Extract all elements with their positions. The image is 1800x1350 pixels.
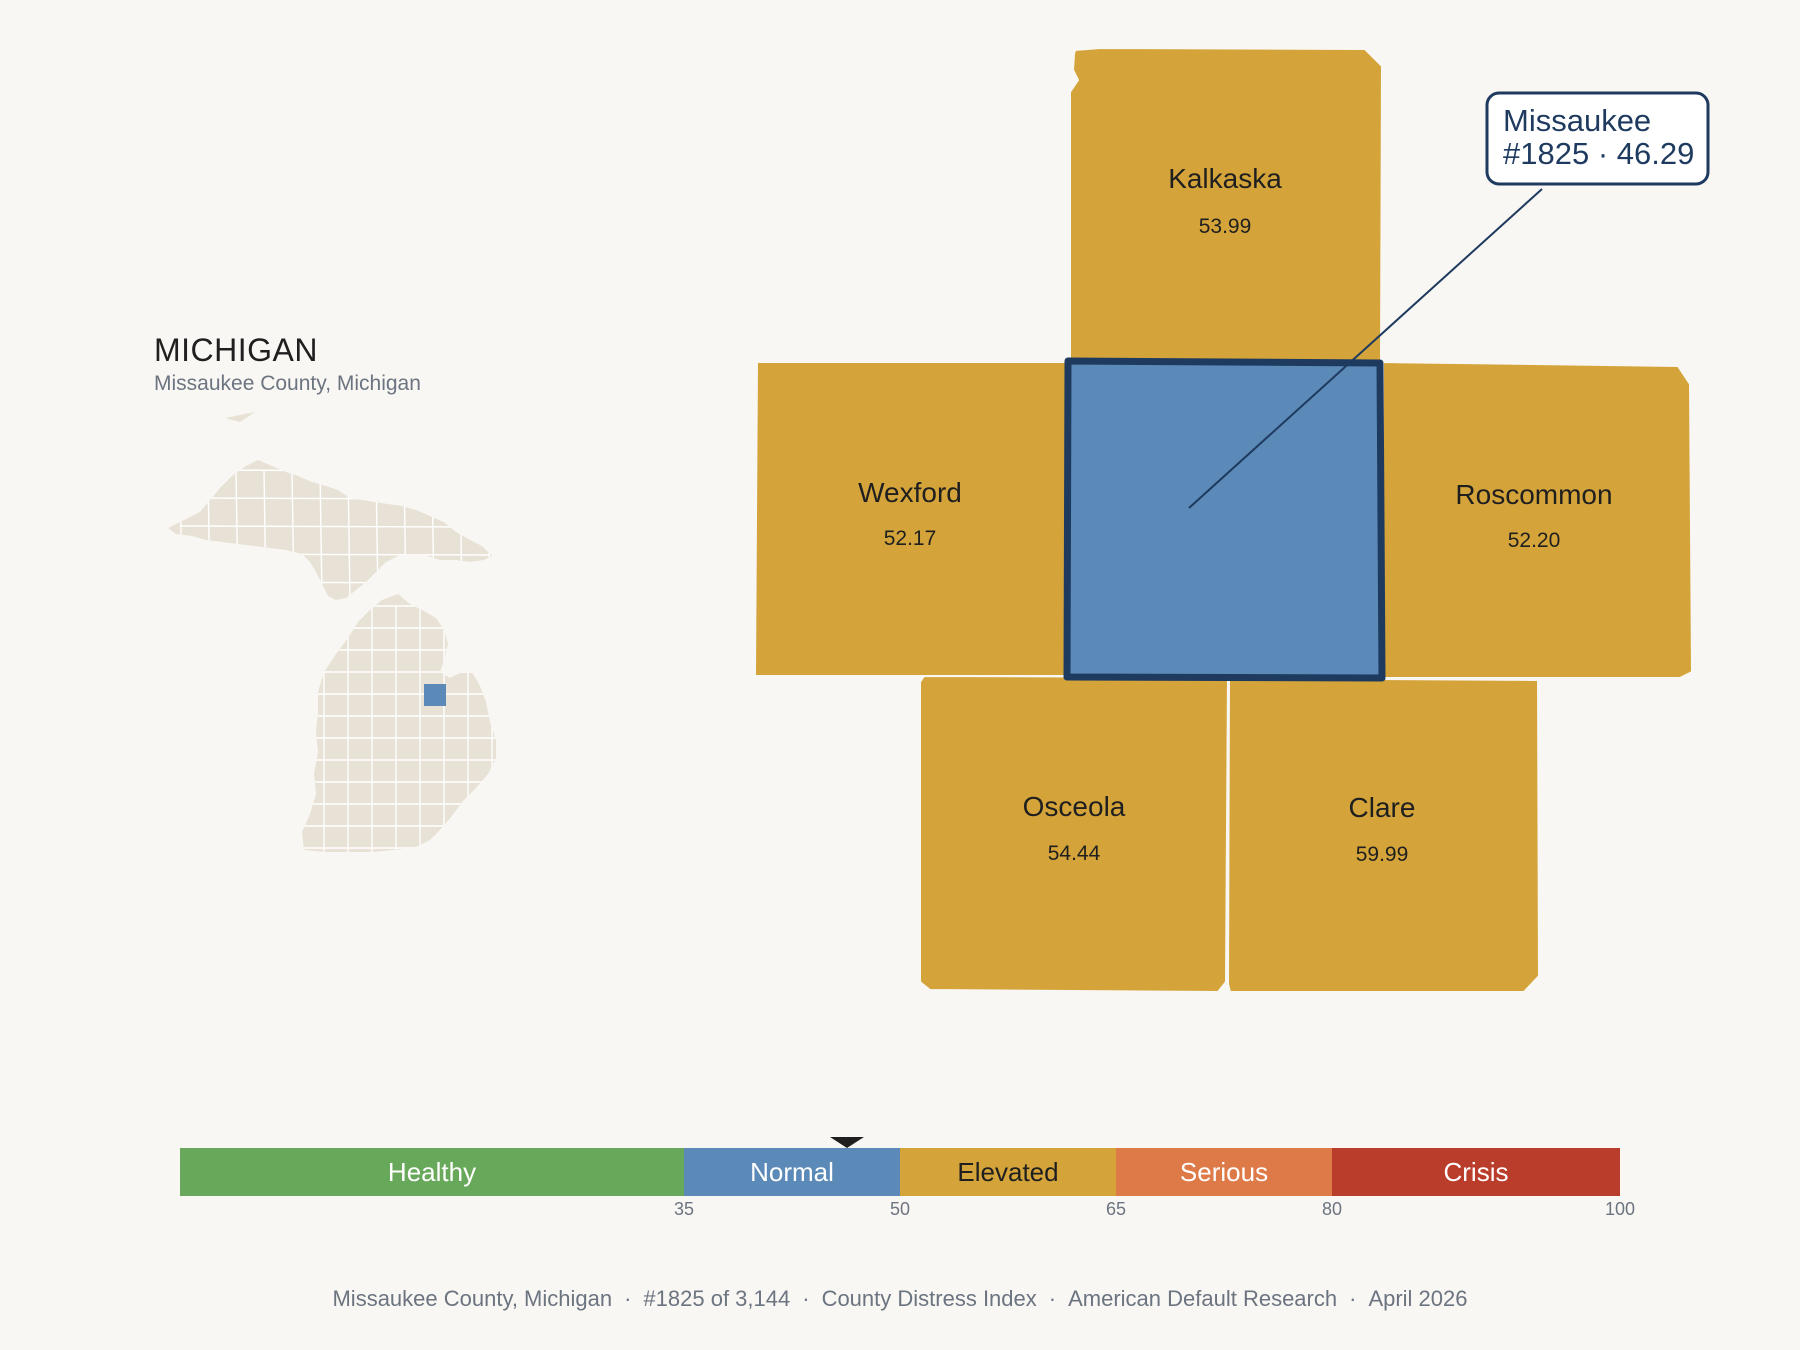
osceola-label: Osceola	[1023, 791, 1126, 822]
footer-separator: ·	[624, 1286, 632, 1311]
footer-separator: ·	[1048, 1286, 1057, 1311]
legend-tick: 80	[1321, 1199, 1343, 1219]
callout-county-name: Missaukee	[1503, 103, 1651, 138]
osceola-value: 54.44	[1048, 842, 1101, 865]
legend-tick: 65	[1105, 1199, 1127, 1219]
legend-band-elevated: Elevated	[900, 1148, 1116, 1196]
state-title: MICHIGAN	[154, 332, 318, 368]
county-roscommon[interactable]	[1382, 360, 1694, 679]
footer-separator: ·	[802, 1286, 810, 1311]
county-osceola[interactable]	[919, 674, 1230, 994]
legend-tick: 50	[889, 1199, 911, 1219]
roscommon-value: 52.20	[1508, 529, 1561, 552]
wexford-value: 52.17	[884, 527, 937, 550]
footer-caption: Missaukee County, Michigan · #1825 of 3,14…	[0, 1286, 1800, 1312]
legend-tick: 100	[1604, 1199, 1636, 1219]
callout-rank-value: #1825 · 46.29	[1503, 136, 1694, 171]
clare-label: Clare	[1349, 792, 1416, 823]
footer-index: County Distress Index	[821, 1286, 1037, 1311]
footer-date: April 2026	[1368, 1286, 1468, 1311]
legend-band-serious: Serious	[1116, 1148, 1332, 1196]
county-clare[interactable]	[1226, 676, 1541, 993]
clare-value: 59.99	[1356, 843, 1409, 866]
distress-scale-legend: Healthy Normal Elevated Serious Crisis	[180, 1148, 1620, 1196]
state-subtitle: Missaukee County, Michigan	[154, 372, 421, 395]
michigan-locator-map	[168, 412, 496, 852]
county-missaukee[interactable]	[1063, 357, 1386, 682]
county-map: Kalkaska 53.99 Wexford 52.17 Roscommon 5…	[753, 46, 1710, 994]
county-wexford[interactable]	[753, 361, 1070, 677]
kalkaska-value: 53.99	[1199, 215, 1252, 238]
footer-rank: #1825 of 3,144	[643, 1286, 791, 1311]
callout-leader-line	[1188, 188, 1543, 509]
county-kalkaska[interactable]	[1069, 46, 1384, 363]
legend-band-crisis: Crisis	[1332, 1148, 1620, 1196]
legend-band-normal: Normal	[684, 1148, 900, 1196]
wexford-label: Wexford	[858, 477, 962, 508]
kalkaska-label: Kalkaska	[1168, 163, 1282, 194]
score-marker-icon	[829, 1137, 864, 1148]
footer-county: Missaukee County, Michigan	[332, 1286, 613, 1311]
legend-tick: 35	[673, 1199, 695, 1219]
roscommon-label: Roscommon	[1455, 479, 1612, 510]
footer-separator: ·	[1349, 1286, 1357, 1311]
missaukee-locator-highlight	[424, 684, 446, 706]
footer-source: American Default Research	[1068, 1286, 1338, 1311]
legend-band-healthy: Healthy	[180, 1148, 684, 1196]
callout-box: Missaukee #1825 · 46.29	[1485, 91, 1710, 186]
